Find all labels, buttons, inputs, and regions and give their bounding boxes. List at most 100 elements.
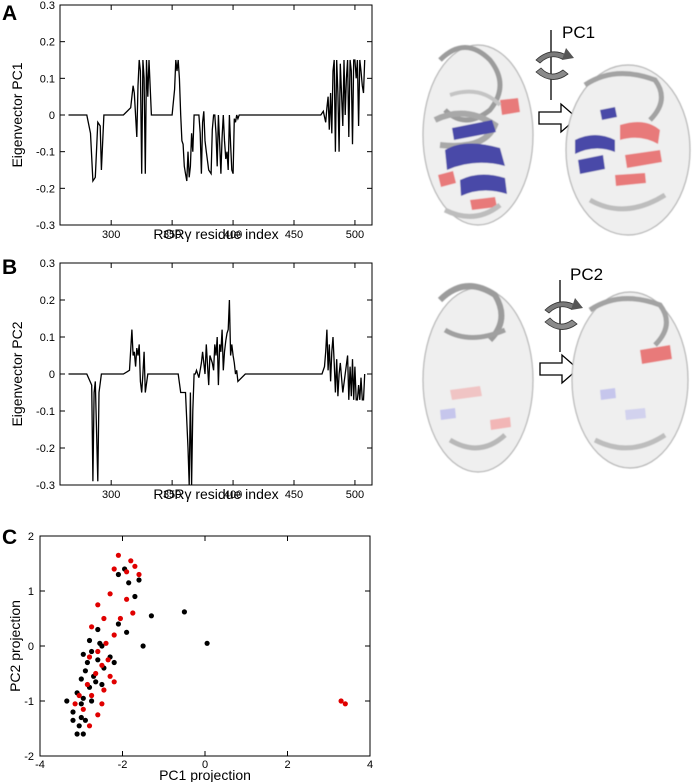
scatter-point-black [136,577,142,583]
scatter-point-red [99,701,105,707]
scatter-point-red [101,687,107,693]
scatter-point-black [140,643,146,649]
scatter-point-black [80,651,86,657]
x-tick-label: 500 [346,229,364,241]
scatter-point-black [95,626,101,633]
chart-c-plot-frame [39,535,371,757]
scatter-point-black [95,657,101,663]
scatter-point-black [115,621,121,627]
scatter-point-black [89,648,95,655]
scatter-point-red [124,569,130,575]
chart-c-x-axis-label: PC1 projection [159,767,251,782]
scatter-point-black [80,695,86,701]
chart-b-y-axis-label: Eigenvector PC2 [9,321,25,426]
x-tick-label: -2 [118,759,128,771]
x-tick-label: 350 [163,229,181,241]
chart-b-series-line [68,299,366,486]
chart-b-ticks: 300 350 400 450 500 -0.3 -0.2 -0.1 0 0.1 0.2 0.3 [36,258,372,501]
panel-letter-b: B [2,256,18,279]
scatter-point-black [204,640,210,646]
x-tick-label: 4 [367,759,373,771]
scatter-point-red [86,723,93,729]
x-tick-label: 2 [284,759,290,771]
scatter-point-black [132,593,138,600]
scatter-point-red [76,692,82,699]
scatter-point-red [128,558,134,564]
y-tick-label: 0.3 [40,258,55,270]
chart-a-x-axis-label: RORγ residue index [153,226,278,242]
scatter-point-black [74,731,80,737]
pc1-structure-views: PC1 [422,23,691,236]
scatter-point-red [72,701,78,707]
scatter-point-red [115,552,121,558]
y-tick-label: 0.1 [40,73,55,85]
scatter-point-black [99,643,105,649]
panel-letter-c: C [2,526,18,549]
scatter-point-red [93,670,99,677]
scatter-point-black [70,709,76,715]
y-tick-label: -0.2 [36,443,55,455]
x-tick-label: 400 [224,229,242,241]
y-tick-label: -0.1 [36,406,55,418]
chart-b-x-axis-label: RORγ residue index [153,486,278,502]
scatter-point-black [78,676,84,682]
scatter-point-red [105,657,111,663]
scatter-point-red [130,610,136,616]
chart-a: 300 350 400 450 500 -0.3 -0.2 -0.1 0 0.1 0.2 0.3 RO… [9,0,373,242]
scatter-point-black [126,580,132,586]
y-tick-label: -0.1 [36,147,55,159]
chart-c-points [64,552,348,737]
scatter-point-black [80,731,86,737]
x-tick-label: 0 [202,759,208,771]
scatter-point-black [115,571,121,578]
x-tick-label: 500 [346,489,364,501]
x-tick-label: -4 [35,759,45,771]
chart-b: 300 350 400 450 500 -0.3 -0.2 -0.1 0 0.1 0.2 0.3 RO… [9,258,373,502]
scatter-point-red [338,698,344,704]
y-tick-label: 0 [28,641,34,653]
pc2-structure-views: PC2 [422,265,689,473]
x-tick-label: 300 [102,229,120,241]
y-tick-label: -2 [24,751,34,763]
scatter-point-black [86,637,93,644]
scatter-point-red [80,706,86,712]
scatter-point-red [136,571,142,578]
panel-letter-a: A [2,2,18,25]
pc2-label: PC2 [570,265,603,284]
scatter-point-red [111,679,117,685]
scatter-point-red [124,596,130,602]
x-tick-label: 450 [285,229,303,241]
scatter-point-black [111,659,117,666]
scatter-point-red [107,591,113,597]
pc2-view-arrow-icon [539,353,579,385]
scatter-point-red [342,701,348,707]
scatter-point-red [132,563,138,569]
scatter-point-red [111,566,117,572]
x-tick-label: 450 [285,489,303,501]
scatter-point-black [78,701,84,707]
chart-a-series-line [68,59,366,184]
scatter-point-black [93,679,99,685]
x-tick-label: 350 [163,489,181,501]
y-tick-label: -0.3 [36,480,55,492]
y-tick-label: -0.2 [36,183,55,195]
scatter-point-red [95,602,101,608]
scatter-point-black [148,613,154,619]
scatter-point-red [86,654,93,660]
scatter-point-red [103,640,109,646]
scatter-point-red [84,681,90,688]
y-tick-label: -0.3 [36,220,55,232]
scatter-point-red [89,624,95,630]
pc2-structure-right-image [571,291,689,469]
y-tick-label: 0.3 [40,0,55,12]
scatter-point-red [107,673,113,679]
chart-a-y-axis-label: Eigenvector PC1 [9,62,25,167]
scatter-point-red [117,615,123,622]
y-tick-label: 2 [28,531,34,543]
y-tick-label: 1 [28,586,34,598]
scatter-point-red [89,692,95,699]
scatter-point-black [70,717,76,723]
scatter-point-black [76,723,82,729]
